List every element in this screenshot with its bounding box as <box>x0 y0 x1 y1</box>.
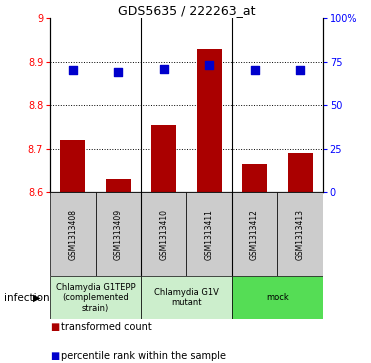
Bar <box>232 192 278 276</box>
Point <box>252 68 257 73</box>
Bar <box>242 164 267 192</box>
Bar <box>288 153 312 192</box>
Bar <box>60 140 85 192</box>
Bar <box>278 192 323 276</box>
Bar <box>106 179 131 192</box>
Text: ■: ■ <box>50 351 59 361</box>
Text: GSM1313410: GSM1313410 <box>159 209 168 260</box>
Bar <box>50 192 96 276</box>
Bar <box>141 276 232 319</box>
Text: mock: mock <box>266 293 289 302</box>
Point <box>161 66 167 72</box>
Text: GSM1313413: GSM1313413 <box>296 209 305 260</box>
Text: percentile rank within the sample: percentile rank within the sample <box>61 351 226 361</box>
Text: transformed count: transformed count <box>61 322 152 332</box>
Point <box>70 68 76 73</box>
Bar <box>187 192 232 276</box>
Bar <box>232 276 323 319</box>
Text: Chlamydia G1TEPP
(complemented
strain): Chlamydia G1TEPP (complemented strain) <box>56 283 135 313</box>
Bar <box>141 192 187 276</box>
Text: ▶: ▶ <box>33 293 41 303</box>
Point <box>297 68 303 73</box>
Text: GSM1313411: GSM1313411 <box>205 209 214 260</box>
Point <box>206 62 212 68</box>
Point <box>115 69 121 75</box>
Bar <box>96 192 141 276</box>
Text: ■: ■ <box>50 322 59 332</box>
Text: GSM1313412: GSM1313412 <box>250 209 259 260</box>
Text: GSM1313408: GSM1313408 <box>68 209 77 260</box>
Text: Chlamydia G1V
mutant: Chlamydia G1V mutant <box>154 288 219 307</box>
Bar <box>151 125 176 192</box>
Title: GDS5635 / 222263_at: GDS5635 / 222263_at <box>118 4 255 17</box>
Bar <box>197 49 221 192</box>
Bar <box>50 276 141 319</box>
Text: infection: infection <box>4 293 49 303</box>
Text: GSM1313409: GSM1313409 <box>114 209 123 260</box>
